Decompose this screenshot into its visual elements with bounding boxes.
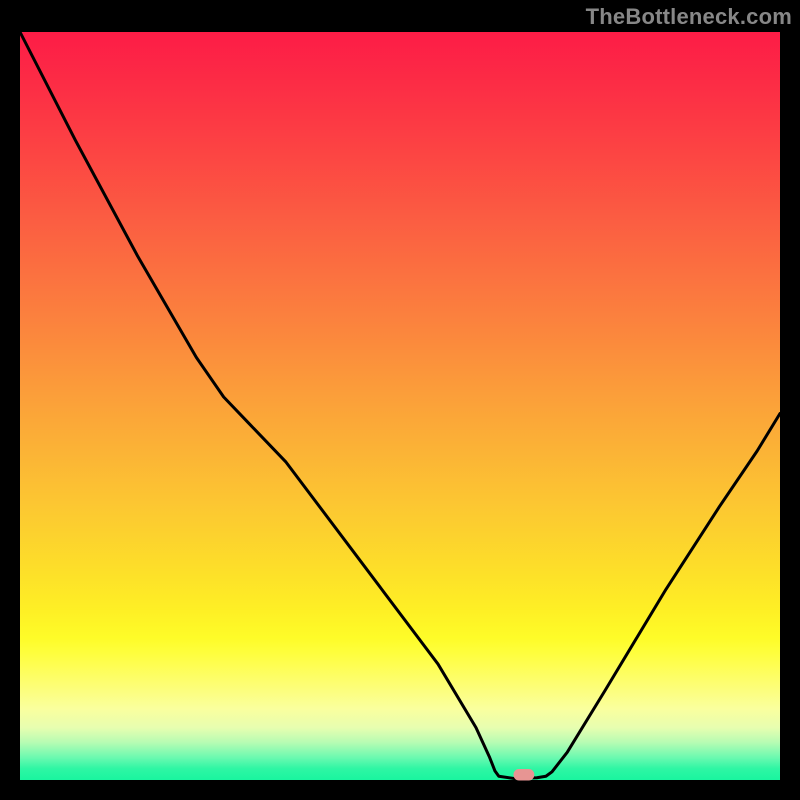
plot-background [20, 32, 780, 780]
watermark-label: TheBottleneck.com [586, 4, 792, 30]
optimal-point-marker [514, 770, 534, 780]
chart-root: TheBottleneck.com [0, 0, 800, 800]
bottleneck-chart [0, 0, 800, 800]
